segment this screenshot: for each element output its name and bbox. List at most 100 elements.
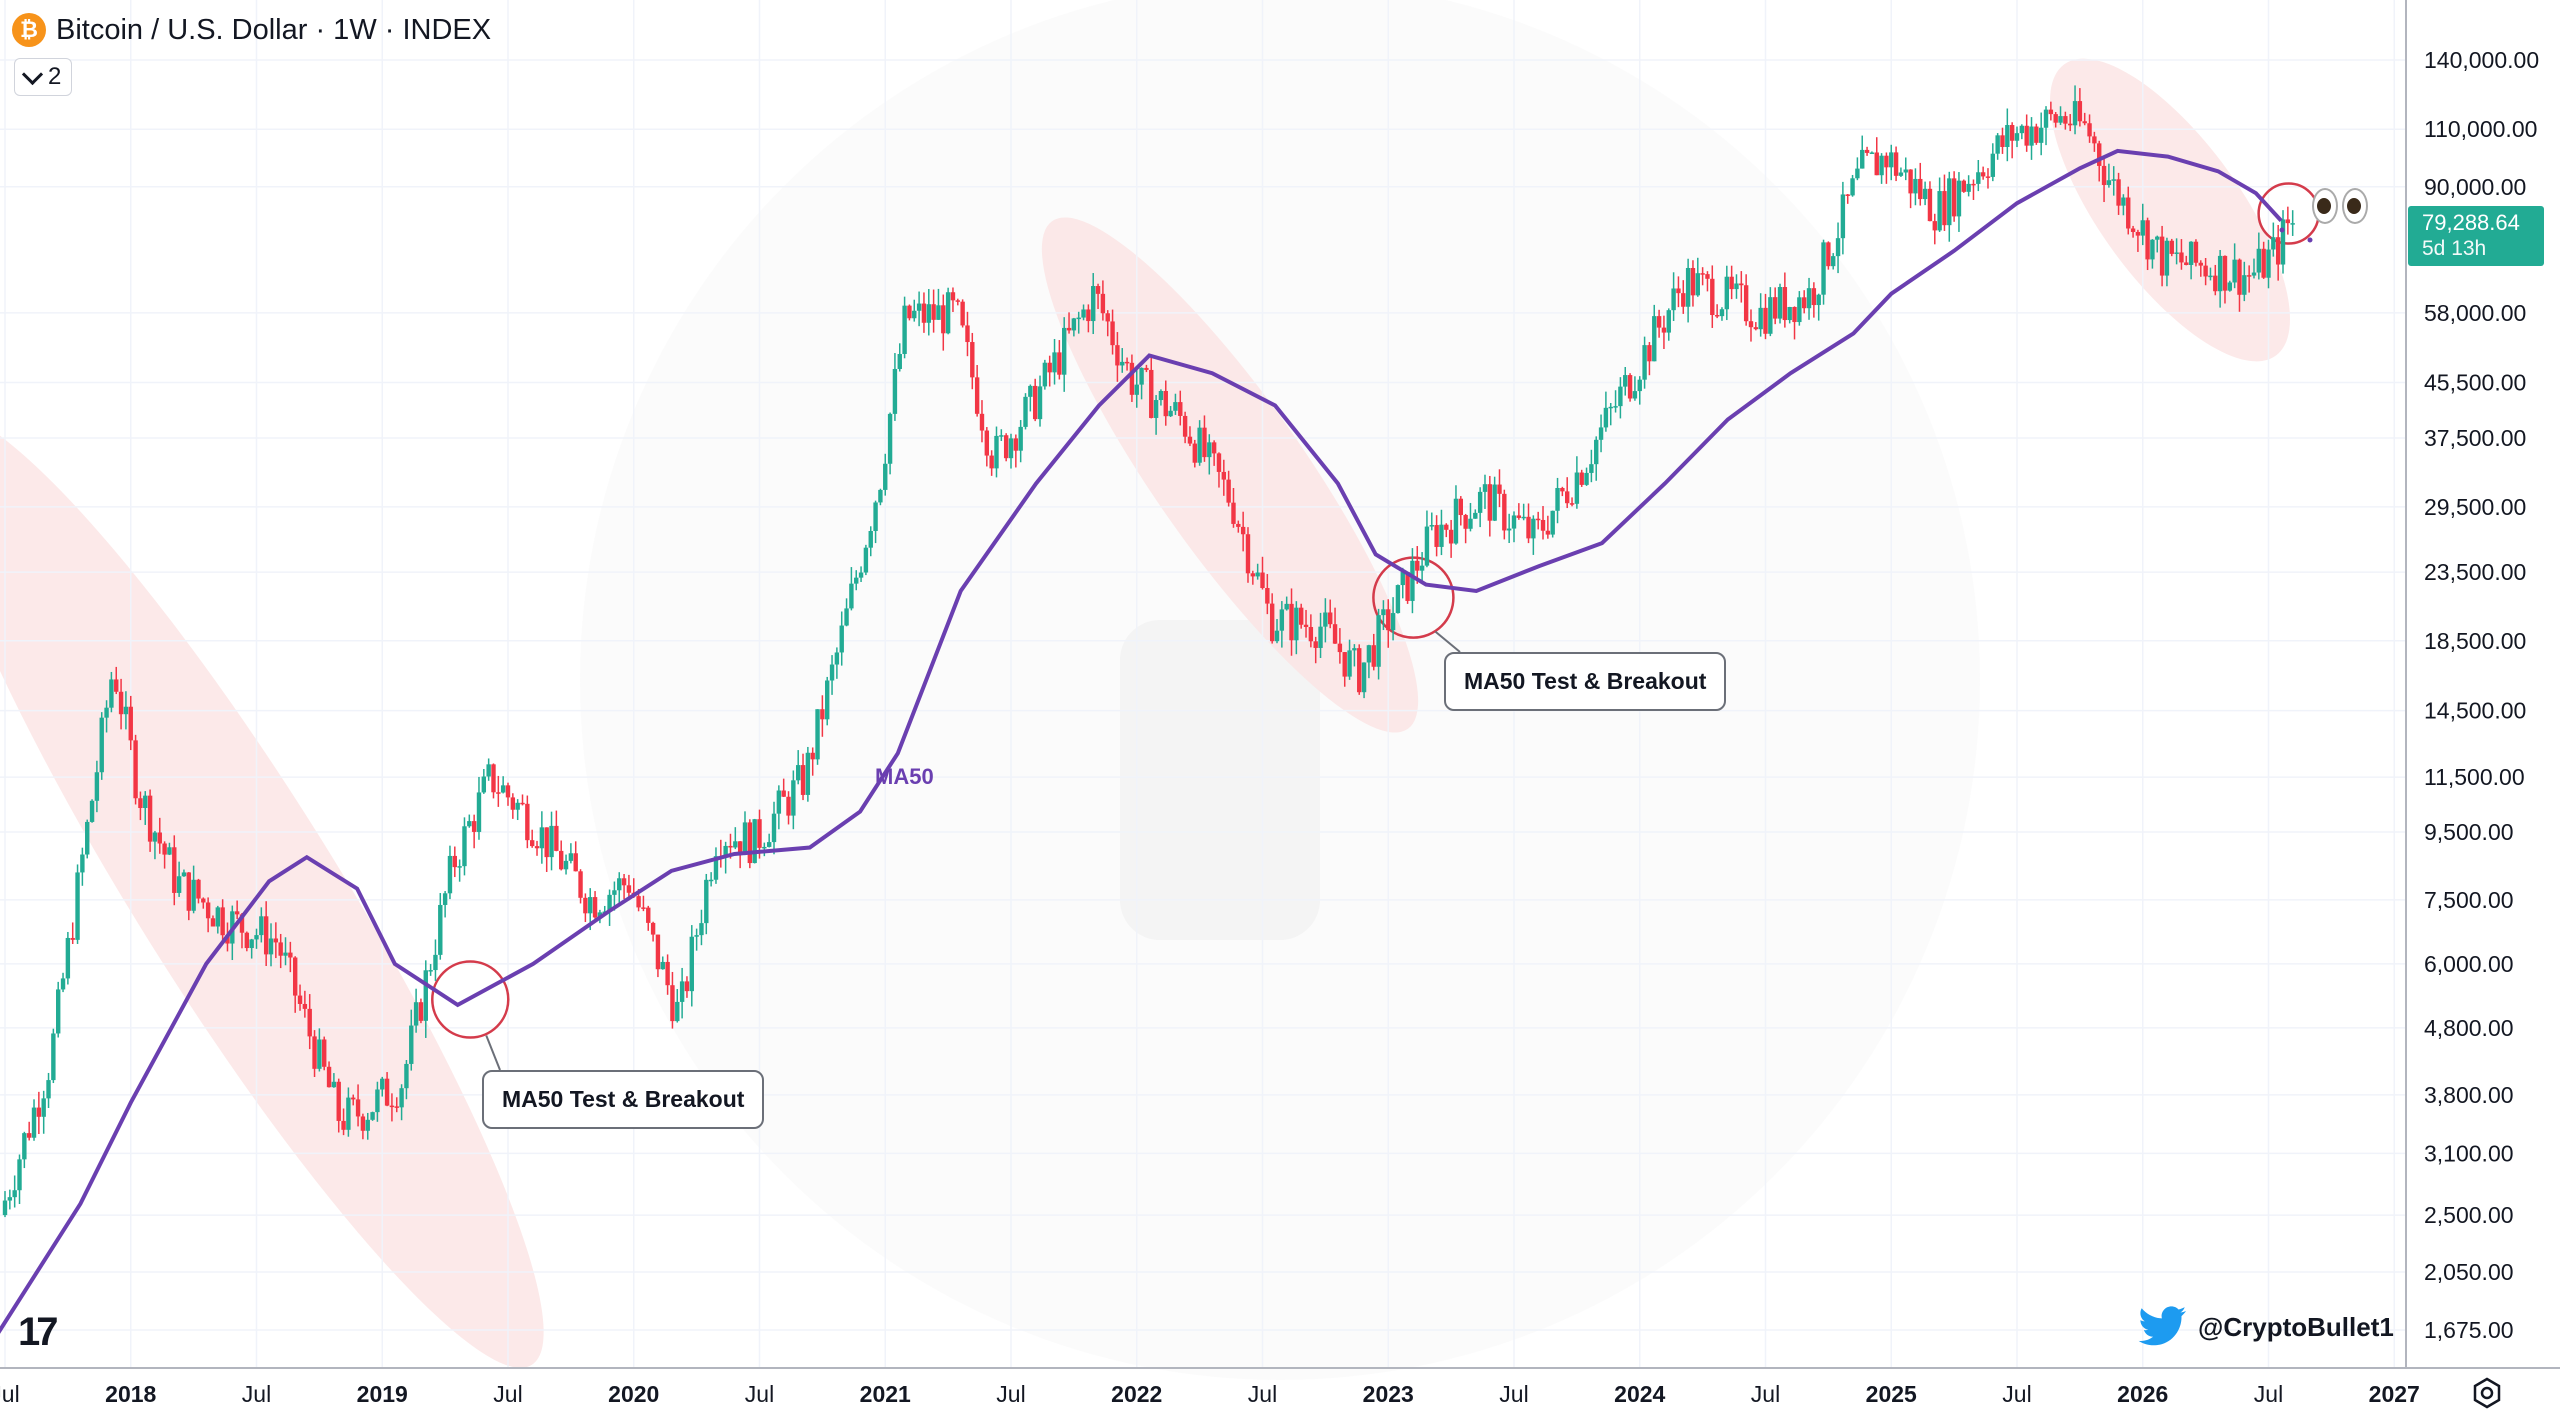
candle-body bbox=[854, 577, 859, 584]
candle-body bbox=[2048, 109, 2054, 115]
candle-body bbox=[1787, 306, 1792, 321]
candle-body bbox=[1323, 612, 1328, 627]
candle-body bbox=[225, 935, 230, 944]
candle-body bbox=[926, 304, 931, 323]
candle-body bbox=[849, 583, 854, 609]
candle-body bbox=[1492, 484, 1497, 521]
candle-body bbox=[979, 413, 985, 431]
candle-body bbox=[2242, 275, 2247, 295]
candle-body bbox=[220, 907, 225, 936]
candle-body bbox=[1110, 321, 1115, 346]
candle-body bbox=[728, 845, 733, 848]
candle-body bbox=[1332, 624, 1338, 644]
eye-icon bbox=[2312, 188, 2338, 224]
candle-body bbox=[1013, 438, 1019, 451]
candle-body bbox=[2285, 219, 2291, 224]
indicators-toggle-button[interactable]: 2 bbox=[14, 58, 73, 96]
candle-body bbox=[636, 896, 641, 908]
price-tick-label: 2,050.00 bbox=[2424, 1259, 2514, 1285]
candle-body bbox=[757, 819, 762, 848]
candle-body bbox=[1028, 385, 1033, 397]
candle-body bbox=[1298, 607, 1304, 625]
candle-body bbox=[31, 1107, 37, 1138]
candle-body bbox=[626, 885, 632, 893]
candle-body bbox=[157, 832, 162, 844]
time-tick-label: Jul bbox=[0, 1381, 20, 1407]
candle-body bbox=[1439, 524, 1444, 547]
candle-body bbox=[476, 792, 482, 832]
candle-body bbox=[1376, 615, 1381, 667]
candle-body bbox=[1124, 361, 1130, 364]
candle-body bbox=[1052, 352, 1057, 373]
candle-body bbox=[699, 923, 704, 936]
candle-body bbox=[1618, 386, 1623, 407]
author-handle: @CryptoBullet1 bbox=[2198, 1311, 2394, 1342]
candle-body bbox=[520, 802, 525, 805]
price-tick-label: 23,500.00 bbox=[2424, 559, 2526, 585]
candle-body bbox=[2097, 143, 2102, 166]
time-tick-label: 2020 bbox=[608, 1381, 659, 1407]
candle-body bbox=[1415, 560, 1420, 571]
time-axis[interactable]: Jul 2018 Jul 2019 Jul 2020 Jul 2021 Jul 2022 Jul 20… bbox=[0, 1381, 2420, 1407]
price-tick-label: 11,500.00 bbox=[2424, 764, 2525, 790]
candle-body bbox=[2203, 265, 2208, 277]
candle-body bbox=[162, 843, 167, 855]
candle-body bbox=[1734, 283, 1739, 290]
candle-body bbox=[1105, 313, 1110, 322]
tradingview-logo-icon[interactable]: 17 bbox=[18, 1310, 58, 1354]
price-tick-label: 29,500.00 bbox=[2424, 494, 2526, 520]
candle-body bbox=[2213, 275, 2218, 292]
candle-body bbox=[1178, 402, 1183, 416]
candle-body bbox=[2053, 114, 2058, 123]
candle-body bbox=[346, 1097, 351, 1130]
candle-body bbox=[1531, 518, 1536, 539]
candle-body bbox=[2019, 125, 2025, 134]
candle-body bbox=[1816, 294, 1821, 306]
candle-body bbox=[167, 847, 172, 855]
price-axis[interactable]: 140,000.00 110,000.00 90,000.00 58,000.00 45… bbox=[2424, 47, 2539, 1343]
candle-body bbox=[1540, 519, 1546, 531]
candle-body bbox=[1516, 515, 1522, 518]
candle-body bbox=[1685, 267, 1691, 307]
candle-body bbox=[834, 652, 840, 665]
candle-body bbox=[805, 752, 811, 795]
candle-body bbox=[2106, 180, 2112, 185]
settings-gear-icon[interactable] bbox=[2470, 1376, 2504, 1410]
candle-body bbox=[26, 1133, 32, 1138]
callout-leaders bbox=[485, 227, 2313, 1071]
candle-body bbox=[984, 430, 990, 456]
candle-body bbox=[12, 1190, 17, 1198]
candle-body bbox=[1342, 652, 1347, 677]
candle-body bbox=[1831, 256, 1836, 267]
candle-body bbox=[1448, 529, 1454, 544]
candle-body bbox=[549, 825, 554, 858]
candle-body bbox=[1386, 609, 1391, 631]
candle-body bbox=[36, 1107, 42, 1117]
bitcoin-icon: ₿ bbox=[12, 13, 46, 47]
candle-body bbox=[1207, 442, 1212, 458]
candle-body bbox=[1739, 283, 1744, 286]
time-tick-label: Jul bbox=[1499, 1381, 1528, 1407]
candle-body bbox=[292, 957, 298, 996]
candle-body bbox=[1719, 309, 1725, 317]
candle-body bbox=[1574, 472, 1580, 504]
candle-body bbox=[563, 860, 569, 870]
candle-body bbox=[1589, 464, 1594, 473]
candle-body bbox=[2121, 197, 2126, 206]
candle-body bbox=[1666, 310, 1671, 333]
candle-body bbox=[394, 1106, 399, 1108]
candle-body bbox=[1840, 194, 1846, 239]
candle-body bbox=[1627, 375, 1633, 399]
candle-body bbox=[1487, 484, 1493, 521]
candle-body bbox=[887, 413, 893, 464]
candle-body bbox=[945, 292, 951, 334]
candle-body bbox=[1623, 375, 1628, 387]
candle-body bbox=[679, 981, 685, 1002]
candle-body bbox=[1806, 288, 1812, 309]
price-tick-label: 2,500.00 bbox=[2424, 1202, 2514, 1228]
candle-body bbox=[1681, 293, 1686, 307]
candle-body bbox=[2246, 275, 2252, 277]
eye-icon bbox=[2342, 188, 2368, 224]
symbol-header[interactable]: ₿ Bitcoin / U.S. Dollar · 1W · INDEX bbox=[12, 8, 491, 52]
